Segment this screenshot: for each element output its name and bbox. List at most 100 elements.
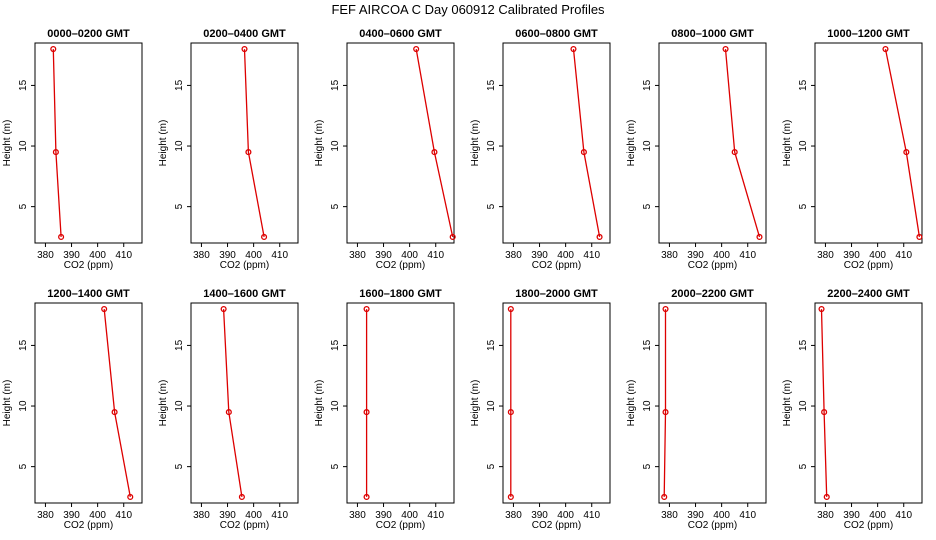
profile-panel: 0000–0200 GMT 380 390 400 410 5 10 15 CO2 (ppm) H… xyxy=(2,28,143,271)
profile-panel: 1000–1200 GMT 380 390 400 410 5 10 15 CO2 (ppm) H… xyxy=(782,28,923,271)
figure-title: FEF AIRCOA C Day 060912 Calibrated Profi… xyxy=(331,2,605,17)
y-tick-label: 5 xyxy=(642,203,653,209)
x-tick-label: 400 xyxy=(557,510,574,521)
y-tick-label: 15 xyxy=(486,79,497,91)
data-point xyxy=(413,46,420,53)
profile-line xyxy=(724,49,761,238)
y-tick-label: 5 xyxy=(798,463,809,469)
y-tick-label: 5 xyxy=(330,463,341,469)
data-point xyxy=(431,149,438,156)
y-tick-label: 10 xyxy=(18,400,29,412)
y-axis-label: Height (m) xyxy=(470,380,481,427)
x-tick-label: 380 xyxy=(349,250,366,261)
data-point xyxy=(662,409,669,416)
x-axis-label: CO2 (ppm) xyxy=(688,520,737,531)
x-tick-label: 390 xyxy=(219,510,236,521)
panel-title: 1800–2000 GMT xyxy=(515,288,598,300)
y-tick-label: 15 xyxy=(330,79,341,91)
plot-frame xyxy=(34,42,143,244)
profile-panel: 1600–1800 GMT 380 390 400 410 5 10 15 CO2 (ppm) H… xyxy=(314,288,455,531)
x-tick-label: 380 xyxy=(817,510,834,521)
y-axis-label: Height (m) xyxy=(626,380,637,427)
data-point xyxy=(363,409,370,416)
y-tick-label: 5 xyxy=(330,203,341,209)
data-point xyxy=(449,233,456,240)
x-tick-label: 390 xyxy=(375,250,392,261)
x-tick-label: 400 xyxy=(713,250,730,261)
plot-frame xyxy=(658,42,767,244)
x-tick-label: 390 xyxy=(63,250,80,261)
profile-line xyxy=(52,49,62,237)
y-tick-label: 15 xyxy=(18,339,29,351)
x-tick-label: 380 xyxy=(817,250,834,261)
y-tick-label: 15 xyxy=(174,339,185,351)
data-point xyxy=(580,149,587,156)
y-tick-label: 10 xyxy=(486,140,497,152)
x-axis-label: CO2 (ppm) xyxy=(220,260,269,271)
data-point xyxy=(220,306,227,313)
y-tick-label: 5 xyxy=(798,203,809,209)
x-tick-label: 380 xyxy=(661,250,678,261)
data-point xyxy=(722,46,729,53)
x-tick-label: 390 xyxy=(843,250,860,261)
y-tick-label: 10 xyxy=(642,400,653,412)
data-point xyxy=(570,46,577,53)
y-tick-label: 10 xyxy=(798,140,809,152)
x-tick-label: 410 xyxy=(271,250,288,261)
data-point xyxy=(507,306,514,313)
y-axis-label: Height (m) xyxy=(782,380,793,427)
profile-panel: 0200–0400 GMT 380 390 400 410 5 10 15 CO2 (ppm) H… xyxy=(158,28,299,271)
panel-title: 1000–1200 GMT xyxy=(827,28,910,40)
x-tick-label: 400 xyxy=(89,250,106,261)
profile-panel: 0400–0600 GMT 380 390 400 410 5 10 15 CO2 (ppm) H… xyxy=(314,28,456,271)
x-tick-label: 410 xyxy=(895,510,912,521)
y-tick-label: 5 xyxy=(18,463,29,469)
x-axis-label: CO2 (ppm) xyxy=(532,520,581,531)
y-tick-label: 15 xyxy=(642,79,653,91)
x-tick-label: 390 xyxy=(531,250,548,261)
x-axis-label: CO2 (ppm) xyxy=(688,260,737,271)
x-tick-label: 390 xyxy=(687,510,704,521)
x-tick-label: 390 xyxy=(843,510,860,521)
plot-frame xyxy=(502,42,611,244)
panel-title: 1600–1800 GMT xyxy=(359,288,442,300)
x-axis-label: CO2 (ppm) xyxy=(844,520,893,531)
y-axis-label: Height (m) xyxy=(2,120,13,167)
panel-title: 1400–1600 GMT xyxy=(203,288,286,300)
panel-title: 0200–0400 GMT xyxy=(203,28,286,40)
data-point xyxy=(818,306,825,313)
x-tick-label: 410 xyxy=(427,250,444,261)
data-point xyxy=(238,493,245,500)
x-tick-label: 390 xyxy=(219,250,236,261)
x-tick-label: 410 xyxy=(115,250,132,261)
x-tick-label: 410 xyxy=(739,250,756,261)
x-tick-label: 410 xyxy=(115,510,132,521)
profile-line xyxy=(663,309,667,497)
y-axis-label: Height (m) xyxy=(626,120,637,167)
data-point xyxy=(261,233,268,240)
panel-title: 2000–2200 GMT xyxy=(671,288,754,300)
x-tick-label: 390 xyxy=(687,250,704,261)
profile-line xyxy=(572,49,601,238)
plot-frame xyxy=(502,302,611,504)
profile-panel: 2200–2400 GMT 380 390 400 410 5 10 15 CO2 (ppm) H… xyxy=(782,288,923,531)
y-tick-label: 15 xyxy=(798,339,809,351)
x-tick-label: 410 xyxy=(739,510,756,521)
x-tick-label: 410 xyxy=(427,510,444,521)
plot-frame xyxy=(34,302,143,504)
x-tick-label: 380 xyxy=(193,510,210,521)
x-axis-label: CO2 (ppm) xyxy=(64,520,113,531)
plot-frame xyxy=(346,302,455,504)
y-tick-label: 10 xyxy=(486,400,497,412)
x-tick-label: 400 xyxy=(401,250,418,261)
x-tick-label: 400 xyxy=(89,510,106,521)
y-tick-label: 10 xyxy=(174,400,185,412)
data-point xyxy=(916,233,923,240)
data-point xyxy=(363,306,370,313)
data-point xyxy=(58,233,65,240)
x-axis-label: CO2 (ppm) xyxy=(844,260,893,271)
x-axis-label: CO2 (ppm) xyxy=(376,520,425,531)
data-point xyxy=(245,149,252,156)
x-tick-label: 380 xyxy=(193,250,210,261)
